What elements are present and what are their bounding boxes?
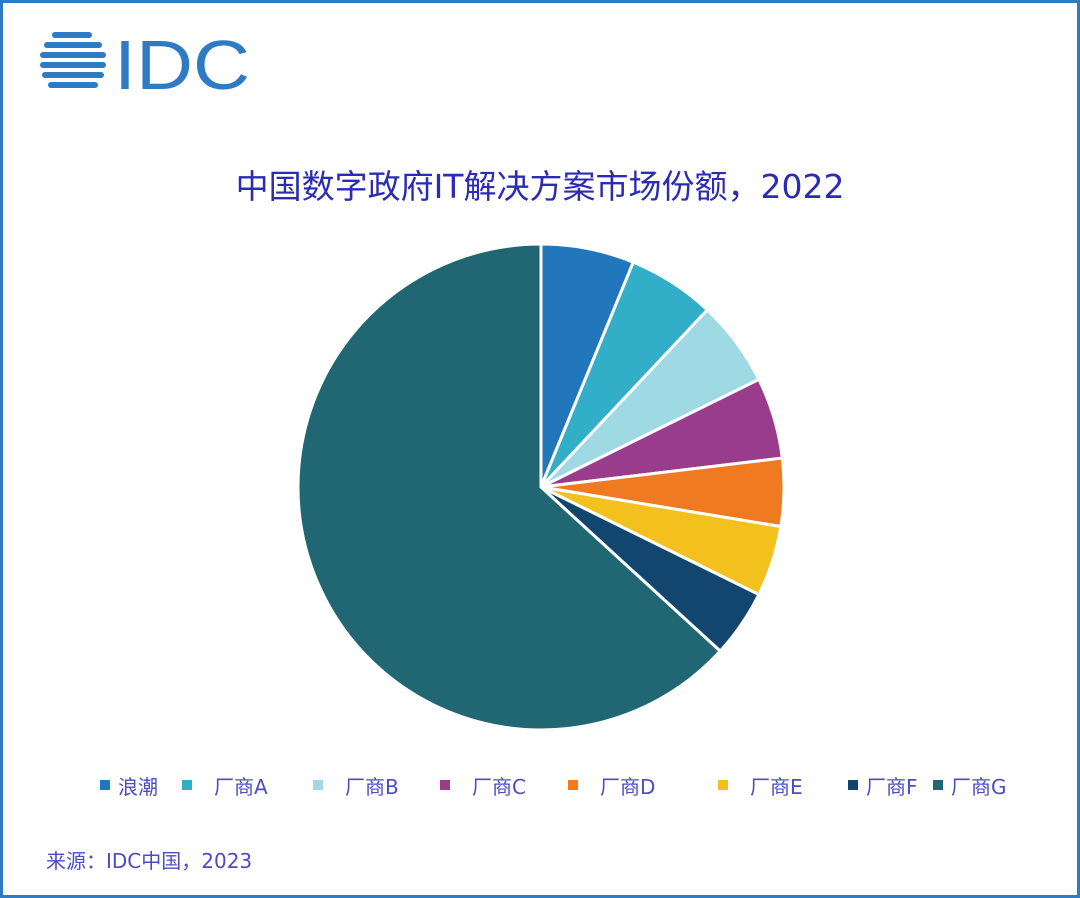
legend-label: 厂商F bbox=[866, 774, 918, 799]
legend-item: 厂商E bbox=[718, 768, 803, 802]
legend-label: 浪潮 bbox=[118, 774, 158, 799]
legend-label: 厂商B bbox=[345, 774, 399, 799]
legend-label: 厂商D bbox=[600, 774, 656, 799]
legend-swatch-icon bbox=[568, 780, 578, 790]
legend-label: 厂商A bbox=[214, 774, 268, 799]
legend-item: 浪潮 bbox=[100, 768, 158, 802]
legend-item: 厂商C bbox=[440, 768, 526, 802]
legend-swatch-icon bbox=[313, 780, 323, 790]
legend-label: 厂商E bbox=[750, 774, 803, 799]
logo-text: IDC bbox=[114, 30, 250, 100]
legend-label: 厂商C bbox=[472, 774, 526, 799]
legend-swatch-icon bbox=[100, 780, 110, 790]
idc-logo: IDC bbox=[40, 30, 250, 100]
legend-label: 厂商G bbox=[951, 774, 1007, 799]
legend-swatch-icon bbox=[718, 780, 728, 790]
legend-item: 厂商B bbox=[313, 768, 399, 802]
legend: 浪潮 厂商A 厂商B 厂商C 厂商D 厂商E 厂商F 厂商G bbox=[0, 768, 1080, 802]
chart-title: 中国数字政府IT解决方案市场份额，2022 bbox=[235, 167, 845, 206]
legend-swatch-icon bbox=[440, 780, 450, 790]
legend-item: 厂商G bbox=[933, 768, 1007, 802]
legend-swatch-icon bbox=[848, 780, 858, 790]
legend-swatch-icon bbox=[182, 780, 192, 790]
legend-item: 厂商D bbox=[568, 768, 655, 802]
source-note: 来源：IDC中国，2023 bbox=[46, 849, 253, 873]
pie-slice-厂商G bbox=[296, 242, 722, 732]
legend-item: 厂商F bbox=[848, 768, 918, 802]
legend-swatch-icon bbox=[933, 780, 943, 790]
globe-icon bbox=[40, 32, 106, 88]
legend-item: 厂商A bbox=[182, 768, 268, 802]
